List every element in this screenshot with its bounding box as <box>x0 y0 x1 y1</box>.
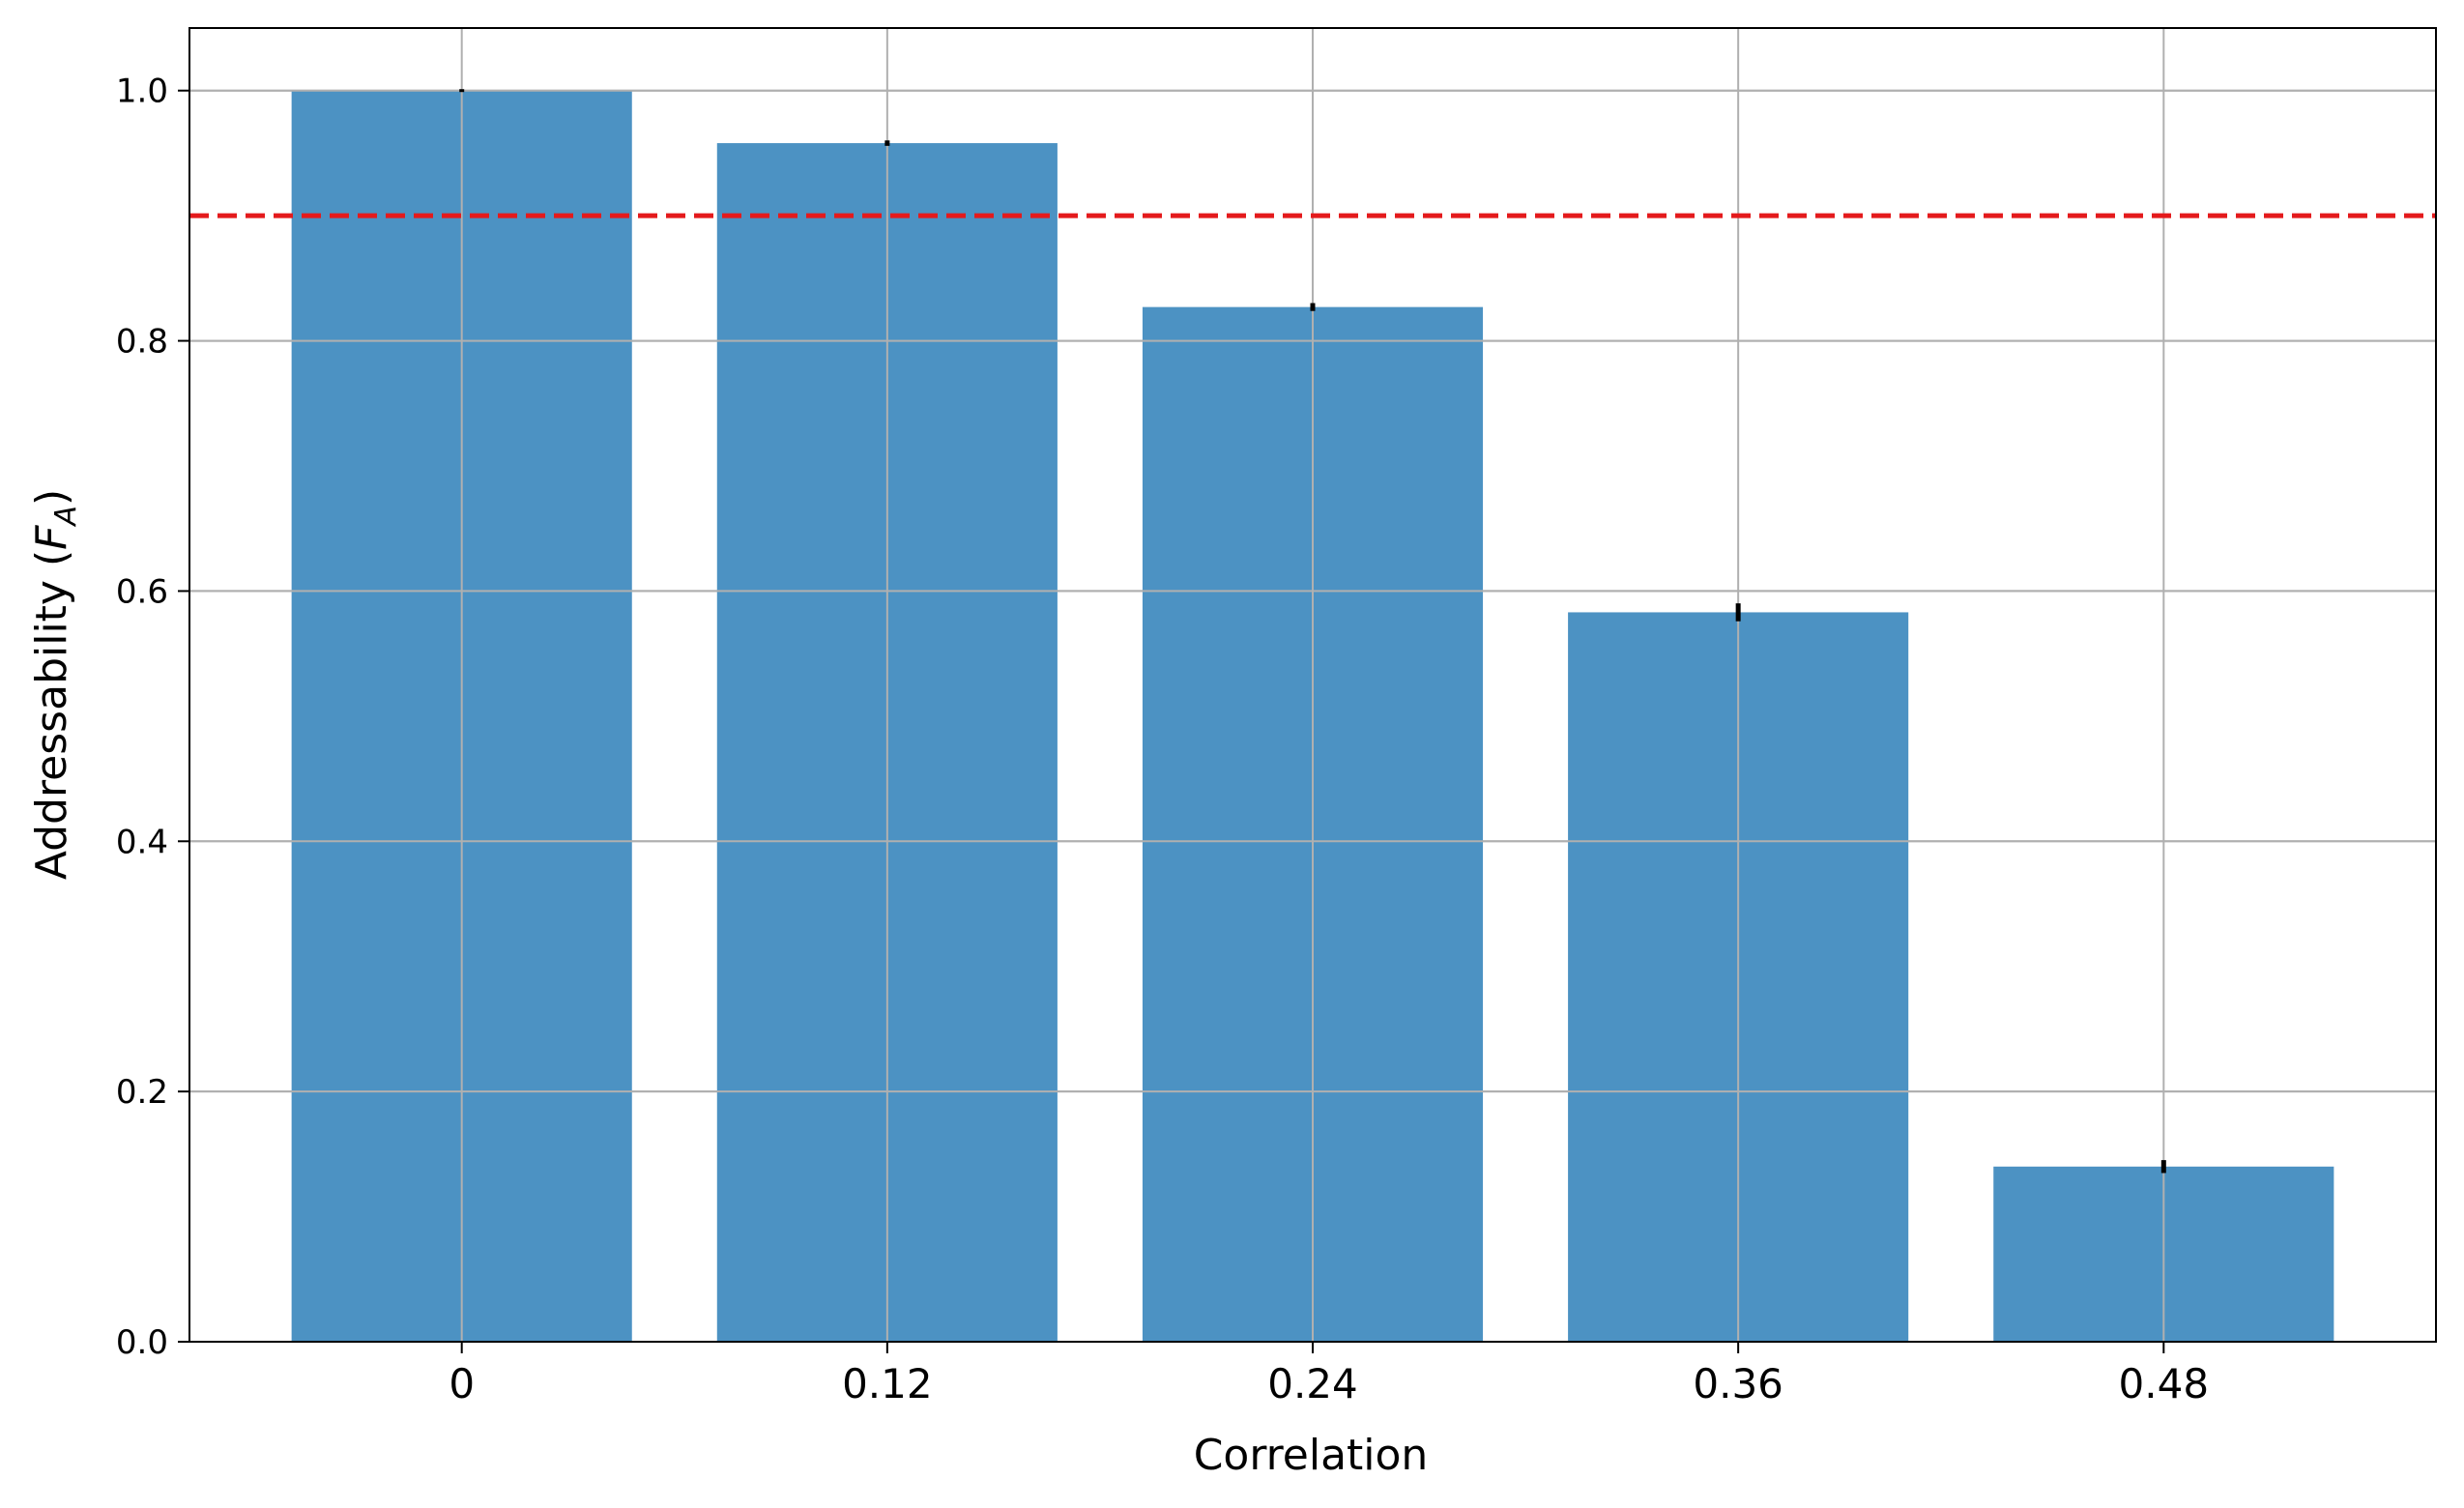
y-ticks-layer: 0.0 0.2 0.4 0.6 0.8 1.0 <box>116 72 189 1362</box>
y-tick-label: 0.4 <box>116 823 168 861</box>
x-tick-label: 0.24 <box>1267 1360 1358 1407</box>
y-axis-label-subscript: A <box>49 506 83 528</box>
y-tick-label: 0.0 <box>116 1323 168 1362</box>
y-axis-label-variable: F <box>27 525 76 550</box>
error-bars-layer <box>459 89 2166 1174</box>
y-axis-label-close: ) <box>27 489 76 506</box>
y-axis-label-main: Addressability ( <box>27 550 76 880</box>
x-ticks-layer: 0 0.12 0.24 0.36 0.48 <box>449 1342 2209 1407</box>
y-tick-label: 0.6 <box>116 572 168 611</box>
y-tick-label: 0.2 <box>116 1073 168 1112</box>
y-tick-label: 0.8 <box>116 323 168 362</box>
x-tick-label: 0 <box>449 1360 475 1407</box>
y-tick-label: 1.0 <box>116 72 168 111</box>
x-tick-label: 0.36 <box>1693 1360 1783 1407</box>
x-tick-label: 0.12 <box>842 1360 933 1407</box>
y-axis-label: Addressability (FA) <box>27 489 83 880</box>
x-tick-label: 0.48 <box>2119 1360 2210 1407</box>
x-axis-label: Correlation <box>1194 1431 1429 1480</box>
